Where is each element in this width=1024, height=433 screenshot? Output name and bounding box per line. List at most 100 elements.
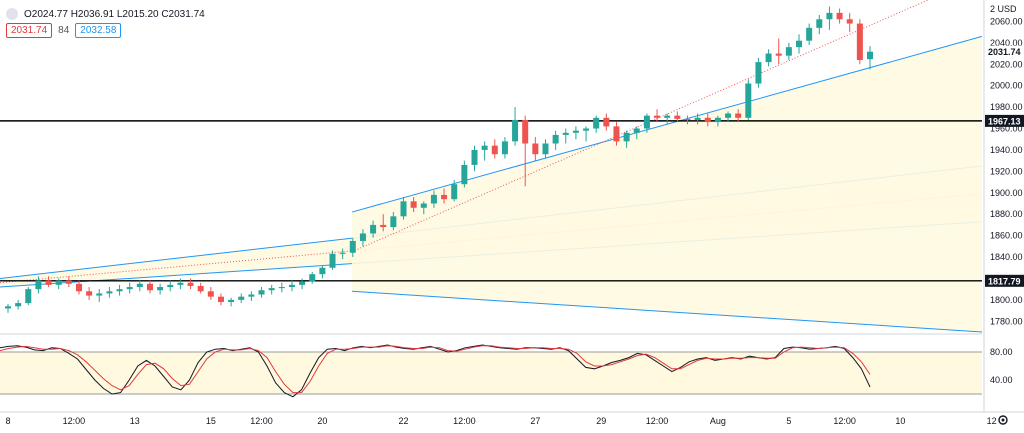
price-tick-label: 2020.00 (990, 59, 1023, 69)
time-tick-label: 12 (987, 416, 997, 426)
oscillator-tick-label: 80.00 (990, 347, 1013, 357)
time-tick-label: 12:00 (63, 416, 86, 426)
candle-body (167, 284, 174, 288)
legend-regression-row: 2031.74 84 2032.58 (6, 22, 205, 38)
candle (755, 57, 762, 88)
candle (248, 291, 255, 301)
candle (796, 34, 803, 54)
channel-fill-0 (352, 36, 982, 332)
candle-body (177, 282, 184, 285)
time-tick-label: 29 (596, 416, 606, 426)
candle-body (187, 282, 194, 286)
hline-price-tag-1: 1817.79 (988, 276, 1021, 286)
candle (542, 139, 549, 159)
candle-body (258, 290, 265, 295)
candle (725, 111, 732, 123)
candle (349, 237, 356, 258)
channel-lower-line-0 (351, 290, 983, 333)
regression-lower-value[interactable]: 2032.58 (75, 22, 122, 38)
candle-body (603, 117, 610, 127)
candle (177, 278, 184, 290)
candle-body (136, 283, 143, 288)
time-tick-label: 27 (530, 416, 540, 426)
gear-icon-ring (998, 415, 1008, 425)
candle-body (704, 117, 711, 123)
time-tick-label: 12:00 (646, 416, 669, 426)
candle (136, 280, 143, 292)
candle (654, 109, 661, 123)
candle (684, 115, 691, 125)
candle-body (643, 115, 650, 129)
candle (390, 212, 397, 231)
candle-body (735, 113, 742, 118)
candle-body (157, 287, 164, 291)
candle (714, 115, 721, 127)
last-price-tag: 2031.74 (988, 47, 1021, 57)
candle-body (512, 119, 519, 142)
horizontal-lines (0, 120, 982, 282)
candle (512, 107, 519, 146)
candle (25, 287, 32, 306)
time-tick-label: 12:00 (250, 416, 273, 426)
candle (106, 287, 113, 298)
price-tick-label: 1880.00 (990, 209, 1023, 219)
candle (238, 293, 245, 304)
candle (572, 126, 579, 140)
candle-body (461, 164, 468, 185)
candle (167, 280, 174, 292)
candle-body (359, 233, 366, 241)
candle (278, 282, 285, 293)
candle-body (116, 289, 123, 292)
candle-body (856, 23, 863, 60)
candle-body (664, 115, 671, 118)
time-tick-label: 12:00 (453, 416, 476, 426)
candle-body (45, 280, 52, 285)
candle (441, 188, 448, 204)
candle (420, 201, 427, 215)
candle (491, 139, 498, 159)
gear-icon[interactable] (998, 415, 1008, 425)
candle-body (623, 132, 630, 142)
candle (187, 278, 194, 290)
candle (603, 113, 610, 131)
regression-length: 84 (58, 24, 70, 36)
candle (339, 248, 346, 260)
candle-body (613, 126, 620, 142)
candle-body (299, 281, 306, 285)
price-tick-label: 1860.00 (990, 231, 1023, 241)
candle (481, 141, 488, 161)
candle (15, 299, 22, 310)
candle (228, 297, 235, 307)
regression-upper-value[interactable]: 2031.74 (6, 22, 53, 38)
stochastic-oscillator (0, 333, 982, 398)
candle (268, 284, 275, 295)
price-tick-label: 2000.00 (990, 81, 1023, 91)
candle-body (522, 119, 529, 144)
candle (430, 190, 437, 208)
hline-price-tag-0-bg (985, 114, 1024, 127)
candle-body (410, 201, 417, 208)
candle (65, 276, 72, 288)
candle (501, 137, 508, 159)
candle (197, 282, 204, 294)
time-tick-label: 22 (398, 416, 408, 426)
candle-body (765, 53, 772, 63)
candle-body (339, 252, 346, 254)
candle-body (349, 240, 356, 253)
candle-body (451, 184, 458, 200)
gear-icon-hub (1001, 418, 1005, 422)
candle-body (562, 132, 569, 135)
last-price-tag-bg (985, 45, 1024, 58)
candle (867, 46, 873, 70)
candle-body (593, 117, 600, 129)
hline-price-tag-0: 1967.13 (988, 116, 1021, 126)
symbol-chip-icon[interactable] (6, 8, 18, 20)
candle-body (694, 117, 701, 120)
candle (775, 38, 782, 65)
candle-body (288, 284, 295, 288)
candle-body (785, 47, 792, 56)
candle (319, 265, 326, 279)
candle-body (65, 280, 72, 284)
